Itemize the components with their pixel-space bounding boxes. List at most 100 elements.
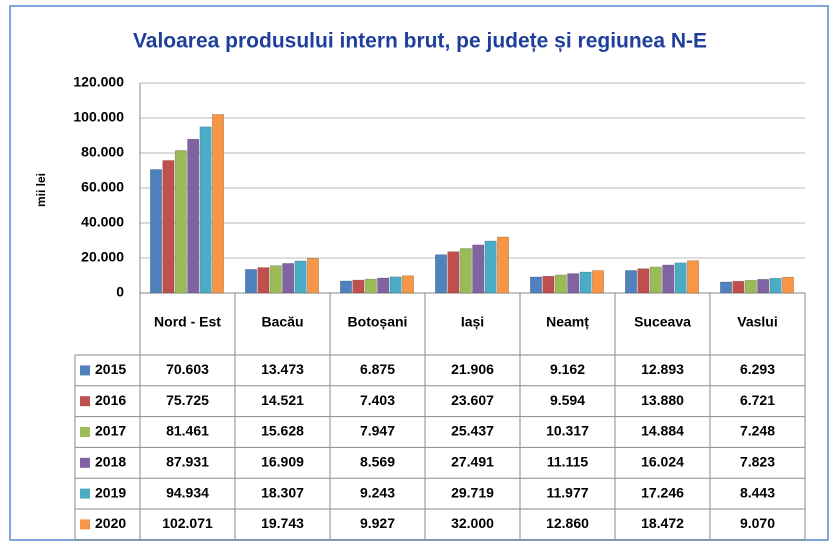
bar xyxy=(199,126,212,294)
bar xyxy=(401,275,414,294)
x-tick-label: Vaslui xyxy=(737,314,777,330)
bar xyxy=(649,266,662,294)
bar xyxy=(732,280,745,294)
bar xyxy=(662,264,675,294)
table-value: 7.248 xyxy=(740,423,775,439)
table-value: 11.977 xyxy=(546,484,588,500)
bar xyxy=(364,278,377,294)
x-tick-label: Suceava xyxy=(634,314,691,330)
table-value: 12.893 xyxy=(641,361,684,377)
bar xyxy=(282,263,295,294)
bar xyxy=(529,276,542,294)
y-tick-label: 20.000 xyxy=(81,249,124,265)
bar xyxy=(472,244,485,294)
legend-swatch xyxy=(80,396,90,407)
table-value: 21.906 xyxy=(451,361,494,377)
table-value: 25.437 xyxy=(451,423,494,439)
table-value: 15.628 xyxy=(261,423,304,439)
bar xyxy=(339,280,352,294)
legend-swatch xyxy=(80,365,90,376)
table-value: 7.947 xyxy=(360,423,395,439)
table-value: 70.603 xyxy=(166,361,209,377)
bar xyxy=(257,267,270,294)
bar xyxy=(591,270,604,294)
table-value: 32.000 xyxy=(451,515,494,531)
bar xyxy=(686,260,699,294)
bar xyxy=(294,260,307,294)
table-value: 6.293 xyxy=(740,361,775,377)
legend-swatch xyxy=(80,519,90,530)
table-value: 102.071 xyxy=(162,515,213,531)
bar xyxy=(447,251,460,294)
table-value: 9.070 xyxy=(740,515,775,531)
table-value: 87.931 xyxy=(166,454,209,470)
table-value: 29.719 xyxy=(451,484,494,500)
x-tick-label: Botoșani xyxy=(348,314,408,330)
table-value: 6.875 xyxy=(360,361,395,377)
y-tick-label: 60.000 xyxy=(81,179,124,195)
bar xyxy=(484,240,497,294)
bar xyxy=(162,160,175,294)
legend-label: 2019 xyxy=(95,484,126,500)
bar xyxy=(542,275,555,294)
legend-swatch xyxy=(80,457,90,468)
bar xyxy=(306,258,319,294)
bar xyxy=(352,279,365,294)
bar xyxy=(579,271,592,294)
table-value: 12.860 xyxy=(546,515,589,531)
table-value: 75.725 xyxy=(166,392,209,408)
x-tick-label: Bacău xyxy=(261,314,303,330)
legend-swatch xyxy=(80,488,90,499)
y-tick-label: 100.000 xyxy=(73,109,124,125)
table-value: 7.403 xyxy=(360,392,395,408)
legend-label: 2015 xyxy=(95,361,126,377)
bar xyxy=(174,150,187,294)
chart-title: Valoarea produsului intern brut, pe jude… xyxy=(133,30,707,53)
bar xyxy=(389,276,402,294)
bar xyxy=(744,280,757,294)
table-value: 14.521 xyxy=(261,392,304,408)
legend-label: 2020 xyxy=(95,515,126,531)
table-value: 18.307 xyxy=(261,484,304,500)
y-tick-label: 0 xyxy=(116,284,124,300)
table-value: 7.823 xyxy=(740,454,775,470)
bar xyxy=(377,277,390,294)
y-axis-label: mii lei xyxy=(34,173,48,207)
table-value: 18.472 xyxy=(641,515,684,531)
bar xyxy=(245,269,258,294)
bar xyxy=(674,262,687,294)
table-value: 13.880 xyxy=(641,392,684,408)
table-value: 13.473 xyxy=(261,361,304,377)
bar xyxy=(212,114,225,294)
bar xyxy=(269,265,282,294)
x-tick-label: Nord - Est xyxy=(154,314,221,330)
legend-label: 2017 xyxy=(95,423,126,439)
frame xyxy=(9,5,829,541)
table-value: 6.721 xyxy=(740,392,775,408)
bar xyxy=(150,169,163,294)
table-value: 9.927 xyxy=(360,515,395,531)
legend-label: 2018 xyxy=(95,454,126,470)
bar xyxy=(769,277,782,294)
bar xyxy=(781,276,794,294)
table-value: 27.491 xyxy=(451,454,494,470)
bar xyxy=(719,281,732,294)
bar xyxy=(567,273,580,294)
table-value: 9.594 xyxy=(550,392,585,408)
table-value: 94.934 xyxy=(166,484,209,500)
table-value: 23.607 xyxy=(451,392,494,408)
bar xyxy=(554,274,567,294)
y-tick-label: 40.000 xyxy=(81,214,124,230)
table-value: 16.024 xyxy=(641,454,684,470)
bar xyxy=(434,254,447,294)
table-value: 19.743 xyxy=(261,515,304,531)
table-value: 14.884 xyxy=(641,423,684,439)
bar xyxy=(637,268,650,294)
table-value: 8.569 xyxy=(360,454,395,470)
table-value: 11.115 xyxy=(547,454,588,470)
y-tick-label: 80.000 xyxy=(81,144,124,160)
legend-swatch xyxy=(80,427,90,437)
bar xyxy=(459,248,472,294)
bar xyxy=(496,236,509,294)
